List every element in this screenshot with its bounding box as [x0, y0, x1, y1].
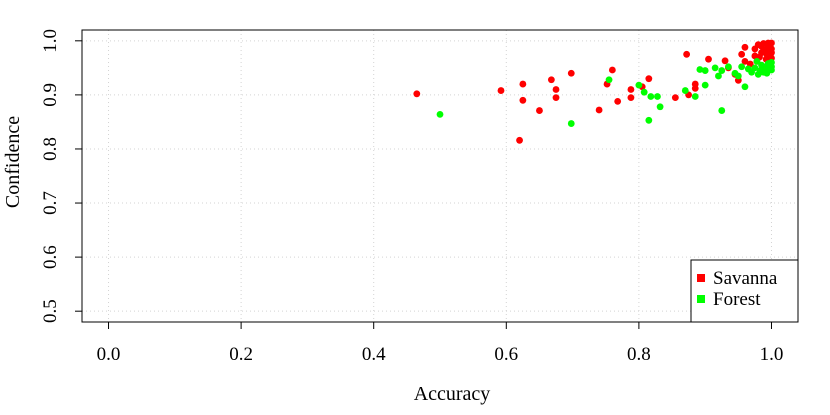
point-forest	[567, 120, 575, 127]
point-forest	[656, 103, 664, 111]
point-savanna	[691, 80, 699, 88]
point-forest	[718, 67, 726, 74]
point-forest	[701, 81, 709, 89]
point-forest	[436, 110, 444, 118]
y-tick-label: 0.6	[40, 245, 61, 269]
x-tick-label: 0.6	[494, 344, 518, 365]
point-savanna	[608, 66, 616, 74]
point-savanna	[741, 57, 749, 65]
point-savanna	[721, 57, 729, 65]
y-tick-label: 0.8	[40, 137, 61, 161]
x-tick-label: 0.2	[229, 344, 253, 365]
point-forest	[724, 63, 732, 71]
point-forest	[605, 76, 613, 84]
point-savanna	[516, 136, 523, 144]
point-savanna	[741, 43, 749, 51]
y-tick-label: 1.0	[40, 29, 61, 53]
point-savanna	[552, 86, 560, 93]
y-axis-label: Confidence	[2, 116, 24, 208]
point-forest	[701, 67, 709, 74]
point-forest	[738, 63, 746, 71]
point-savanna	[627, 94, 635, 101]
x-tick-label: 1.0	[760, 344, 784, 365]
point-forest	[640, 88, 648, 96]
point-forest	[681, 87, 689, 94]
x-tick-label: 0.8	[627, 344, 651, 365]
point-forest	[766, 61, 774, 69]
x-tick-label: 0.0	[97, 344, 121, 365]
point-savanna	[645, 75, 653, 83]
point-forest	[691, 93, 699, 100]
point-savanna	[519, 96, 527, 104]
x-axis-label: Accuracy	[414, 383, 491, 405]
point-savanna	[567, 69, 575, 77]
legend-box	[690, 259, 799, 323]
point-savanna	[536, 107, 543, 114]
legend-label-forest: Forest	[713, 289, 761, 310]
data-points	[413, 39, 775, 144]
point-forest	[645, 116, 653, 124]
point-savanna	[413, 90, 421, 98]
point-savanna	[683, 50, 691, 58]
y-tick-label: 0.9	[40, 83, 61, 107]
y-tick-label: 0.5	[40, 299, 61, 323]
legend-swatch-forest	[697, 295, 705, 303]
point-savanna	[614, 97, 622, 105]
point-forest	[635, 81, 643, 89]
point-forest	[696, 66, 704, 73]
grid	[82, 30, 798, 322]
legend-label-savanna: Savanna	[713, 268, 778, 289]
y-axis: 0.5 0.6 0.7 0.8 0.9 1.0	[40, 29, 83, 323]
point-forest	[763, 69, 771, 77]
point-forest	[715, 72, 722, 80]
x-axis: 0.0 0.2 0.4 0.6 0.8 1.0	[97, 321, 784, 365]
point-savanna	[627, 86, 635, 93]
point-forest	[751, 64, 759, 72]
point-forest	[647, 93, 655, 100]
point-savanna	[519, 80, 527, 88]
point-savanna	[595, 106, 603, 114]
point-forest	[654, 93, 661, 100]
point-forest	[741, 83, 749, 91]
point-savanna	[547, 76, 555, 84]
point-savanna	[497, 87, 505, 94]
y-tick-label: 0.7	[40, 191, 61, 215]
point-savanna	[671, 94, 679, 101]
legend-swatch-savanna	[697, 274, 705, 282]
point-savanna	[768, 39, 775, 47]
legend: Savanna Forest	[690, 259, 799, 323]
point-savanna	[766, 46, 774, 54]
point-forest	[753, 57, 761, 65]
point-savanna	[705, 55, 712, 63]
point-savanna	[552, 94, 560, 101]
point-forest	[718, 107, 726, 114]
point-savanna	[738, 50, 746, 58]
x-tick-label: 0.4	[362, 344, 386, 365]
point-forest	[711, 64, 719, 72]
point-forest	[734, 72, 742, 80]
